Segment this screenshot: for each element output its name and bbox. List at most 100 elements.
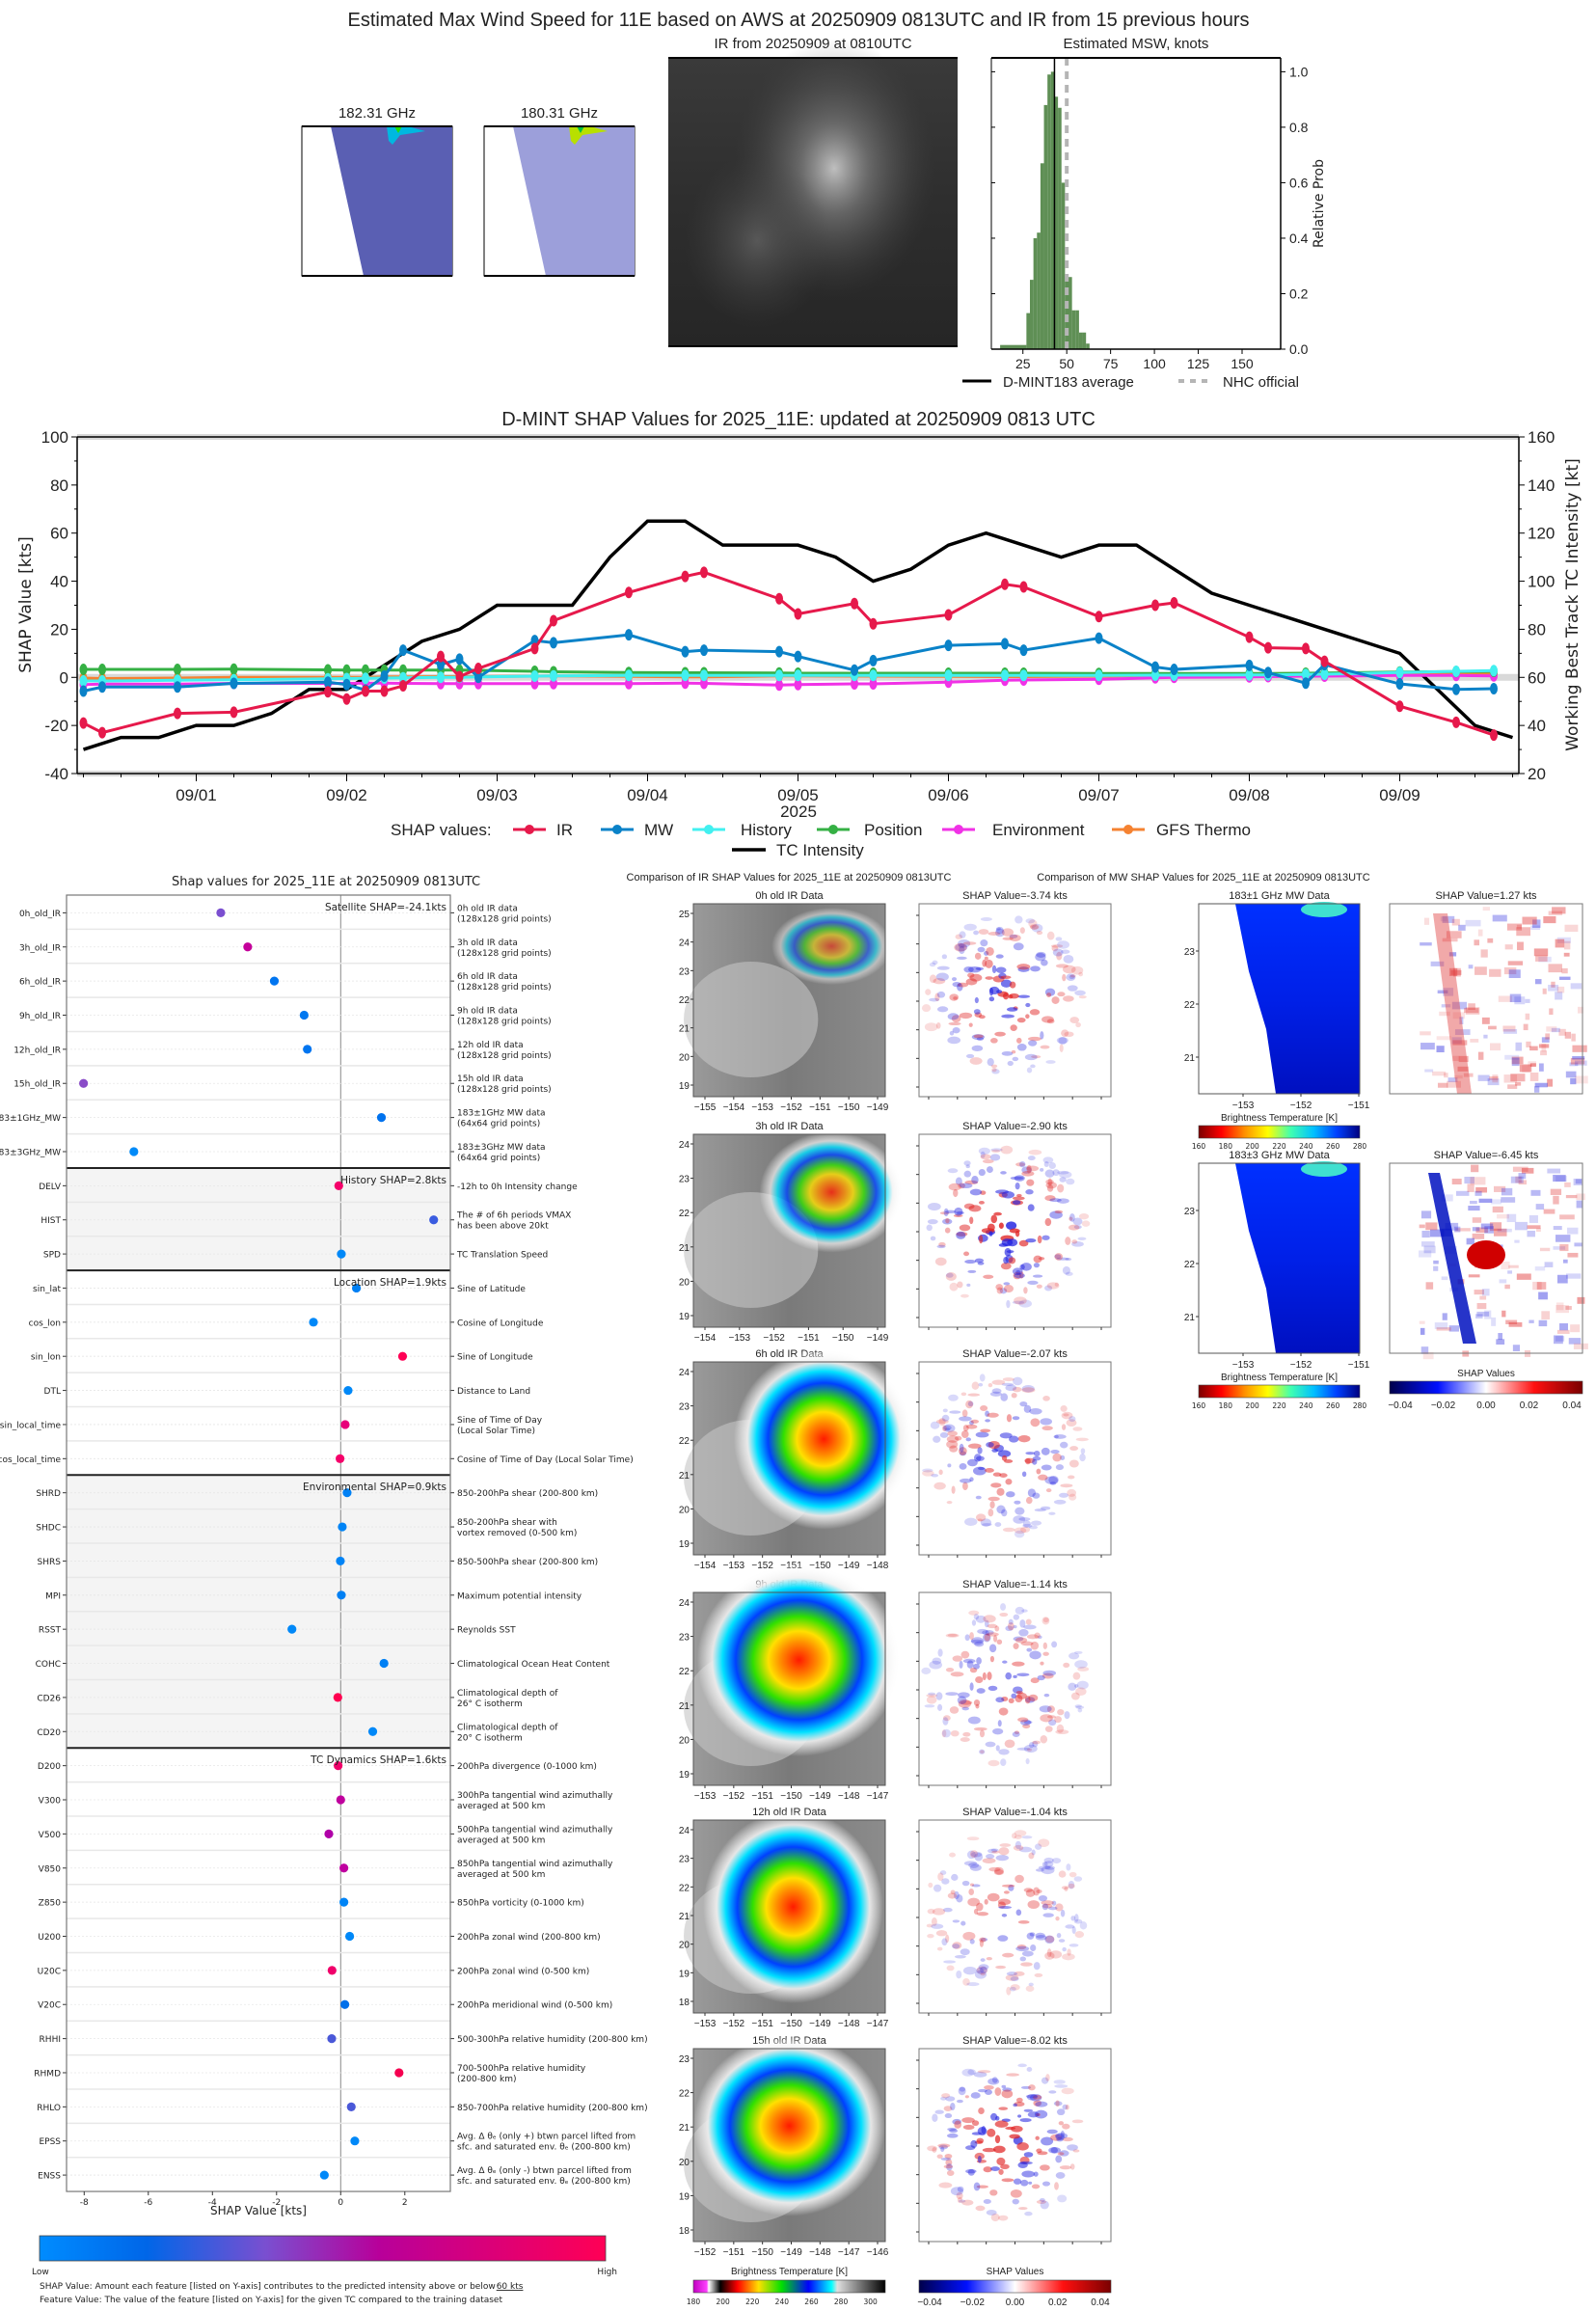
colorbar-tick: 260 bbox=[1326, 1401, 1340, 1410]
shap-cell bbox=[1030, 1418, 1041, 1427]
shap-map-title: SHAP Value=-3.74 kts bbox=[962, 890, 1068, 902]
shap-cell bbox=[956, 1894, 963, 1903]
data-point bbox=[437, 659, 445, 671]
shap-cell bbox=[965, 2168, 977, 2174]
shap-cell bbox=[998, 2107, 1009, 2110]
shap-cell bbox=[1070, 1916, 1076, 1921]
feature-name: 15h_old_IR bbox=[14, 1080, 61, 1090]
shap-cell bbox=[1020, 1263, 1032, 1271]
lat-tick-label: 22 bbox=[679, 1436, 690, 1447]
histogram-bar bbox=[1071, 310, 1076, 349]
shap-cell bbox=[1006, 1491, 1015, 1498]
feature-name: COHC bbox=[36, 1660, 61, 1670]
shap-cell bbox=[1060, 1909, 1066, 1917]
feature-name: 6h_old_IR bbox=[19, 978, 61, 988]
shap-cell bbox=[942, 1424, 956, 1433]
shap-cell bbox=[952, 977, 958, 982]
shap-cell bbox=[1448, 952, 1457, 957]
shap-cell bbox=[1068, 1224, 1080, 1231]
feature-shap-dot bbox=[338, 1522, 347, 1532]
shap-cell bbox=[1016, 1017, 1026, 1023]
shap-cell bbox=[1041, 2181, 1051, 2187]
shap-cell bbox=[934, 992, 940, 1002]
shap-cell bbox=[935, 1021, 941, 1029]
shap-cell bbox=[1051, 1900, 1057, 1906]
y-right-tick-label: 40 bbox=[1528, 717, 1546, 735]
shap-cell bbox=[1010, 1984, 1020, 1991]
shap-cell bbox=[977, 1447, 983, 1455]
colorbar-tick: 160 bbox=[1192, 1142, 1206, 1151]
shap-cell bbox=[977, 946, 986, 953]
shap-cell bbox=[1023, 2152, 1034, 2158]
shap-cell bbox=[1021, 1471, 1027, 1478]
shap-cell bbox=[1055, 2100, 1060, 2107]
shap-cell bbox=[1553, 1246, 1566, 1250]
shap-cell bbox=[922, 1468, 933, 1473]
shap-cell bbox=[1001, 2084, 1007, 2089]
feature-row: sin_lon Sine of Longitude bbox=[31, 1338, 533, 1363]
data-point bbox=[1019, 581, 1028, 593]
shap-cell bbox=[952, 2118, 961, 2125]
shap-map-title: SHAP Value=-8.02 kts bbox=[962, 2035, 1068, 2047]
shap-cell bbox=[1010, 1986, 1016, 1992]
shap-cell bbox=[959, 1443, 964, 1453]
data-point bbox=[399, 644, 407, 657]
legend-nhc-label: NHC official bbox=[1223, 374, 1299, 391]
feature-shap-dot bbox=[342, 1488, 352, 1498]
shap-cell bbox=[933, 1884, 942, 1892]
shap-cell bbox=[1021, 1950, 1034, 1957]
shap-cell bbox=[1517, 941, 1524, 951]
shap-cell bbox=[1057, 1708, 1065, 1716]
main-title: Estimated Max Wind Speed for 11E based o… bbox=[348, 10, 1250, 31]
shap-cell bbox=[1059, 2150, 1069, 2157]
shap-cell bbox=[1008, 1257, 1016, 1264]
lat-tick-label: 24 bbox=[679, 1598, 690, 1609]
lat-tick-label: 23 bbox=[679, 1633, 690, 1644]
ir-frame bbox=[692, 2048, 886, 2243]
shap-cell bbox=[1420, 1346, 1429, 1354]
shap-cell bbox=[1012, 2198, 1019, 2205]
shap-cell bbox=[1014, 915, 1023, 924]
shap-cell bbox=[1030, 1064, 1036, 1069]
shap-cell bbox=[1071, 1239, 1078, 1244]
shap-cell bbox=[1013, 1271, 1021, 1280]
shap-cell bbox=[1002, 1660, 1008, 1664]
shap-cell bbox=[1000, 1145, 1014, 1155]
shap-cell bbox=[1033, 1255, 1042, 1264]
shap-cell bbox=[1441, 1276, 1448, 1281]
lat-tick-label: 20 bbox=[679, 2158, 690, 2168]
lat-tick-label: 23 bbox=[679, 1855, 690, 1865]
colorbar-tick: 280 bbox=[1353, 1142, 1367, 1151]
shap-cell bbox=[1069, 974, 1075, 980]
shap-cell bbox=[956, 2191, 963, 2200]
lon-tick-label: −155 bbox=[694, 1102, 717, 1113]
shap-cell bbox=[995, 927, 1001, 931]
feature-name: CD20 bbox=[37, 1728, 61, 1738]
shap-cell bbox=[1001, 928, 1014, 937]
lon-tick-label: −149 bbox=[838, 1561, 860, 1571]
feature-shap-dot bbox=[337, 1249, 346, 1259]
data-point bbox=[1245, 668, 1254, 681]
shap-cell bbox=[1024, 1053, 1038, 1061]
lat-tick-label: 20 bbox=[679, 1052, 690, 1063]
shap-cell bbox=[1437, 990, 1448, 994]
shap-cell bbox=[1523, 1023, 1528, 1031]
shap-cell bbox=[1057, 1170, 1069, 1175]
shap-cell bbox=[954, 1955, 966, 1959]
shap-cell bbox=[978, 1147, 990, 1155]
shap-cell bbox=[1005, 1384, 1017, 1392]
shap-cell bbox=[936, 1244, 946, 1249]
shap-cell bbox=[1475, 1314, 1483, 1319]
shap-cell bbox=[987, 1058, 994, 1067]
lon-tick-label: −148 bbox=[809, 2247, 831, 2258]
shap-cell bbox=[954, 942, 967, 952]
shap-cell bbox=[1464, 1177, 1474, 1184]
shap-cell bbox=[1056, 1198, 1069, 1204]
shap-cell bbox=[1018, 2207, 1028, 2211]
shap-cell bbox=[936, 965, 950, 970]
shap-cell bbox=[949, 1030, 955, 1036]
shap-cell bbox=[1450, 969, 1462, 975]
shap-cell bbox=[980, 1972, 986, 1976]
shap-cell bbox=[1553, 1335, 1563, 1345]
